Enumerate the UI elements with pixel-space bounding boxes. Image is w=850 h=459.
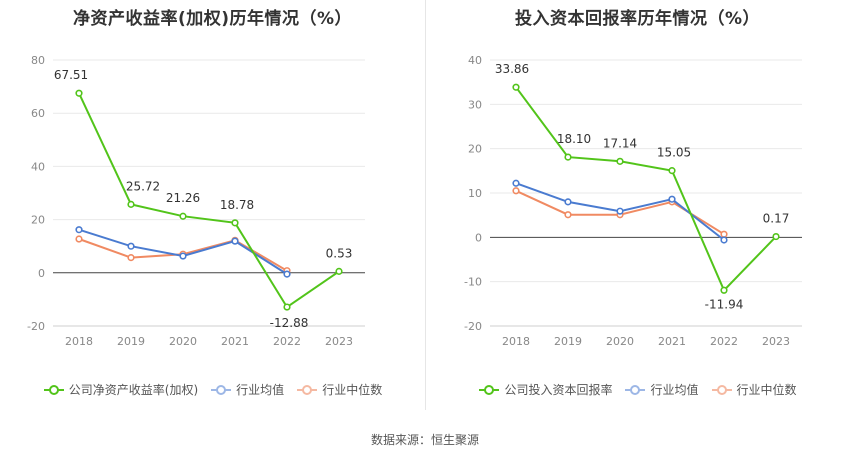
data-point-median (720, 230, 728, 238)
data-label: -12.88 (270, 316, 309, 330)
y-tick-label: -20 (464, 320, 482, 333)
y-tick-label: 60 (31, 107, 45, 120)
y-tick-label: 40 (468, 54, 482, 67)
legend-company[interactable]: 公司净资产收益率(加权) (43, 381, 198, 398)
roe-chart-panel: 净资产收益率(加权)历年情况（%） -20 0 20 40 60 80 2018 2019 20… (0, 0, 425, 410)
data-label: 18.78 (220, 198, 254, 212)
data-point-avg (564, 198, 572, 206)
data-point-company (179, 212, 187, 220)
data-point-company (668, 167, 676, 175)
legend-label: 行业均值 (236, 383, 285, 397)
y-tick-label: 20 (31, 214, 45, 227)
y-tick-label: 0 (38, 267, 45, 280)
legend-line-icon (211, 384, 232, 395)
x-tick-label: 2021 (658, 335, 686, 348)
x-tick-label: 2021 (221, 335, 249, 348)
legend-line-icon (479, 384, 500, 395)
legend-label: 行业中位数 (322, 383, 383, 397)
data-label: 67.51 (54, 68, 88, 82)
data-point-avg (179, 252, 187, 260)
legend-label: 公司净资产收益率(加权) (68, 383, 199, 397)
series-line-company (78, 92, 340, 309)
data-label: -11.94 (705, 297, 744, 311)
data-label: 0.17 (763, 212, 790, 226)
legend-label: 公司投入资本回报率 (504, 383, 613, 397)
data-point-median (564, 211, 572, 219)
legend-line-icon (43, 384, 64, 395)
data-point-median (512, 187, 520, 195)
data-point-company (335, 267, 343, 275)
legend-label: 行业中位数 (736, 383, 797, 397)
y-tick-label: 30 (468, 98, 482, 111)
data-point-company (564, 153, 572, 161)
data-point-company (127, 200, 135, 208)
chart-legend: 公司投入资本回报率 行业均值 行业中位数 (425, 381, 850, 398)
x-tick-label: 2022 (710, 335, 738, 348)
data-point-company (616, 157, 624, 165)
data-label: 17.14 (603, 136, 637, 150)
data-source: 数据来源：恒生聚源 (370, 433, 479, 447)
x-tick-label: 2023 (325, 335, 353, 348)
legend-line-icon (297, 384, 318, 395)
panel-divider (425, 0, 426, 410)
data-point-avg (283, 270, 291, 278)
data-point-company (772, 232, 780, 241)
legend-median[interactable]: 行业中位数 (711, 381, 797, 398)
roic-chart-panel: 投入资本回报率历年情况（%） -20 -10 0 10 20 30 40 2018 2019 20… (425, 0, 850, 410)
legend-line-icon (625, 384, 646, 395)
legend-line-icon (711, 384, 732, 395)
x-tick-label: 2018 (65, 335, 93, 348)
data-label: 15.05 (657, 146, 691, 160)
data-point-company (720, 286, 728, 294)
series-line-company (515, 86, 777, 293)
data-label: 25.72 (126, 179, 160, 193)
x-tick-label: 2020 (606, 335, 634, 348)
data-point-median (75, 235, 83, 243)
x-tick-label: 2022 (273, 335, 301, 348)
chart-title: 投入资本回报率历年情况（%） (514, 9, 761, 29)
data-point-median (127, 254, 135, 262)
y-tick-label: 80 (31, 54, 45, 67)
y-tick-label: -20 (27, 320, 45, 333)
y-tick-label: 20 (468, 143, 482, 156)
legend-avg[interactable]: 行业均值 (210, 381, 284, 398)
data-point-company (283, 303, 291, 311)
roe-chart: -20 0 20 40 60 80 2018 2019 2020 2021 2022 2023 67.5… (27, 54, 365, 348)
x-tick-label: 2019 (554, 335, 582, 348)
x-tick-label: 2019 (117, 335, 145, 348)
data-point-avg (616, 207, 624, 215)
data-label: 18.10 (557, 132, 591, 146)
data-label: 0.53 (326, 246, 353, 260)
legend-median[interactable]: 行业中位数 (296, 381, 382, 398)
x-tick-label: 2023 (762, 335, 790, 348)
legend-label: 行业均值 (650, 383, 699, 397)
y-tick-label: -10 (464, 276, 482, 289)
chart-title: 净资产收益率(加权)历年情况（%） (72, 9, 353, 29)
y-tick-label: 40 (31, 160, 45, 173)
data-point-avg (231, 237, 239, 245)
data-label: 33.86 (495, 62, 529, 76)
data-point-company (231, 219, 239, 227)
data-point-avg (720, 236, 728, 244)
data-point-avg (512, 179, 520, 187)
roic-chart: -20 -10 0 10 20 30 40 2018 2019 2020 2021 2022 2023 3… (464, 54, 802, 348)
chart-legend: 公司净资产收益率(加权) 行业均值 行业中位数 (0, 381, 425, 398)
y-tick-label: 10 (468, 187, 482, 200)
x-tick-label: 2018 (502, 335, 530, 348)
legend-avg[interactable]: 行业均值 (624, 381, 699, 398)
data-point-company (75, 89, 83, 97)
data-point-avg (75, 226, 83, 234)
data-point-avg (127, 242, 135, 250)
legend-company[interactable]: 公司投入资本回报率 (478, 381, 612, 398)
x-tick-label: 2020 (169, 335, 197, 348)
y-tick-label: 0 (475, 231, 482, 244)
data-label: 21.26 (166, 191, 200, 205)
data-point-avg (668, 195, 676, 203)
data-point-company (512, 83, 520, 91)
